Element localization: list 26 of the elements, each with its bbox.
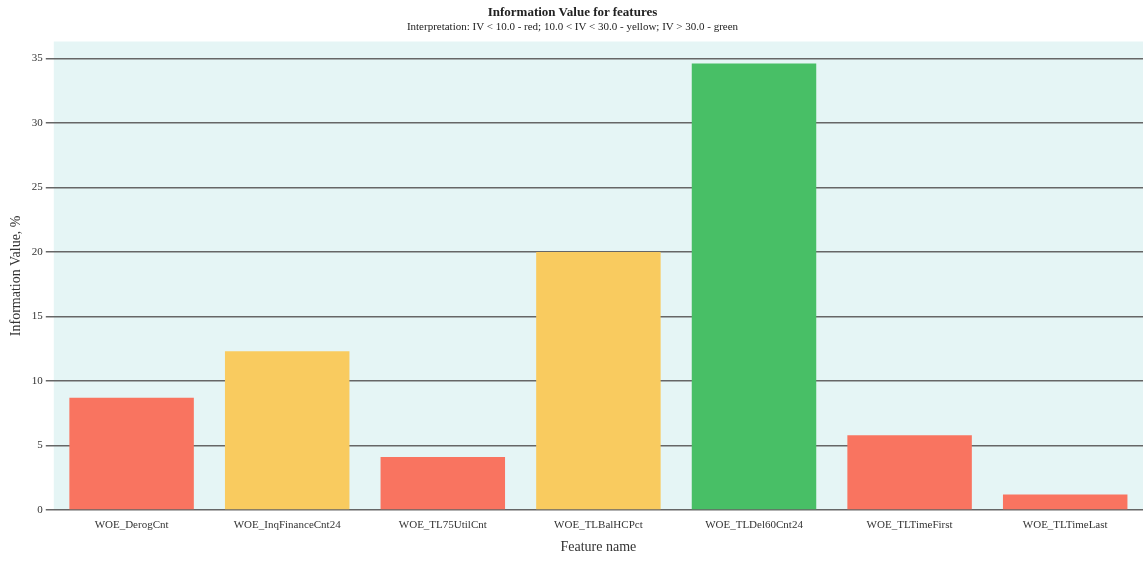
y-axis-title: Information Value, %: [8, 215, 24, 337]
x-tick-label: WOE_TLTimeFirst: [866, 518, 953, 531]
chart-subtitle: Interpretation: IV < 10.0 - red; 10.0 < IV < 30.0 - yellow; IV > 30.0 - green: [405, 20, 740, 32]
y-tick-label: 15: [31, 309, 44, 322]
bar: [224, 351, 350, 510]
y-tick-label: 10: [31, 373, 44, 386]
y-tick-label: 25: [31, 180, 44, 193]
y-tick-label: 20: [31, 244, 44, 257]
bar: [380, 457, 506, 510]
x-tick-label: WOE_TLBalHCPct: [554, 518, 643, 531]
x-axis-title: Feature name: [560, 539, 637, 555]
x-tick-label: WOE_TLTimeLast: [1022, 518, 1108, 531]
x-tick-label: WOE_TL75UtilCnt: [398, 518, 487, 531]
bar: [69, 397, 194, 510]
bar: [691, 63, 817, 510]
bar: [536, 251, 661, 510]
y-tick-label: 30: [31, 115, 44, 128]
chart-title: Information Value for features: [486, 4, 659, 20]
y-tick-label: 5: [37, 438, 44, 451]
x-tick-label: WOE_DerogCnt: [94, 518, 169, 531]
y-tick-label: 35: [31, 51, 44, 64]
x-tick-label: WOE_TLDel60Cnt24: [705, 518, 804, 531]
y-tick-label: 0: [37, 502, 44, 515]
bar: [1002, 494, 1128, 510]
x-tick-label: WOE_InqFinanceCnt24: [233, 518, 342, 531]
bar: [847, 435, 972, 510]
